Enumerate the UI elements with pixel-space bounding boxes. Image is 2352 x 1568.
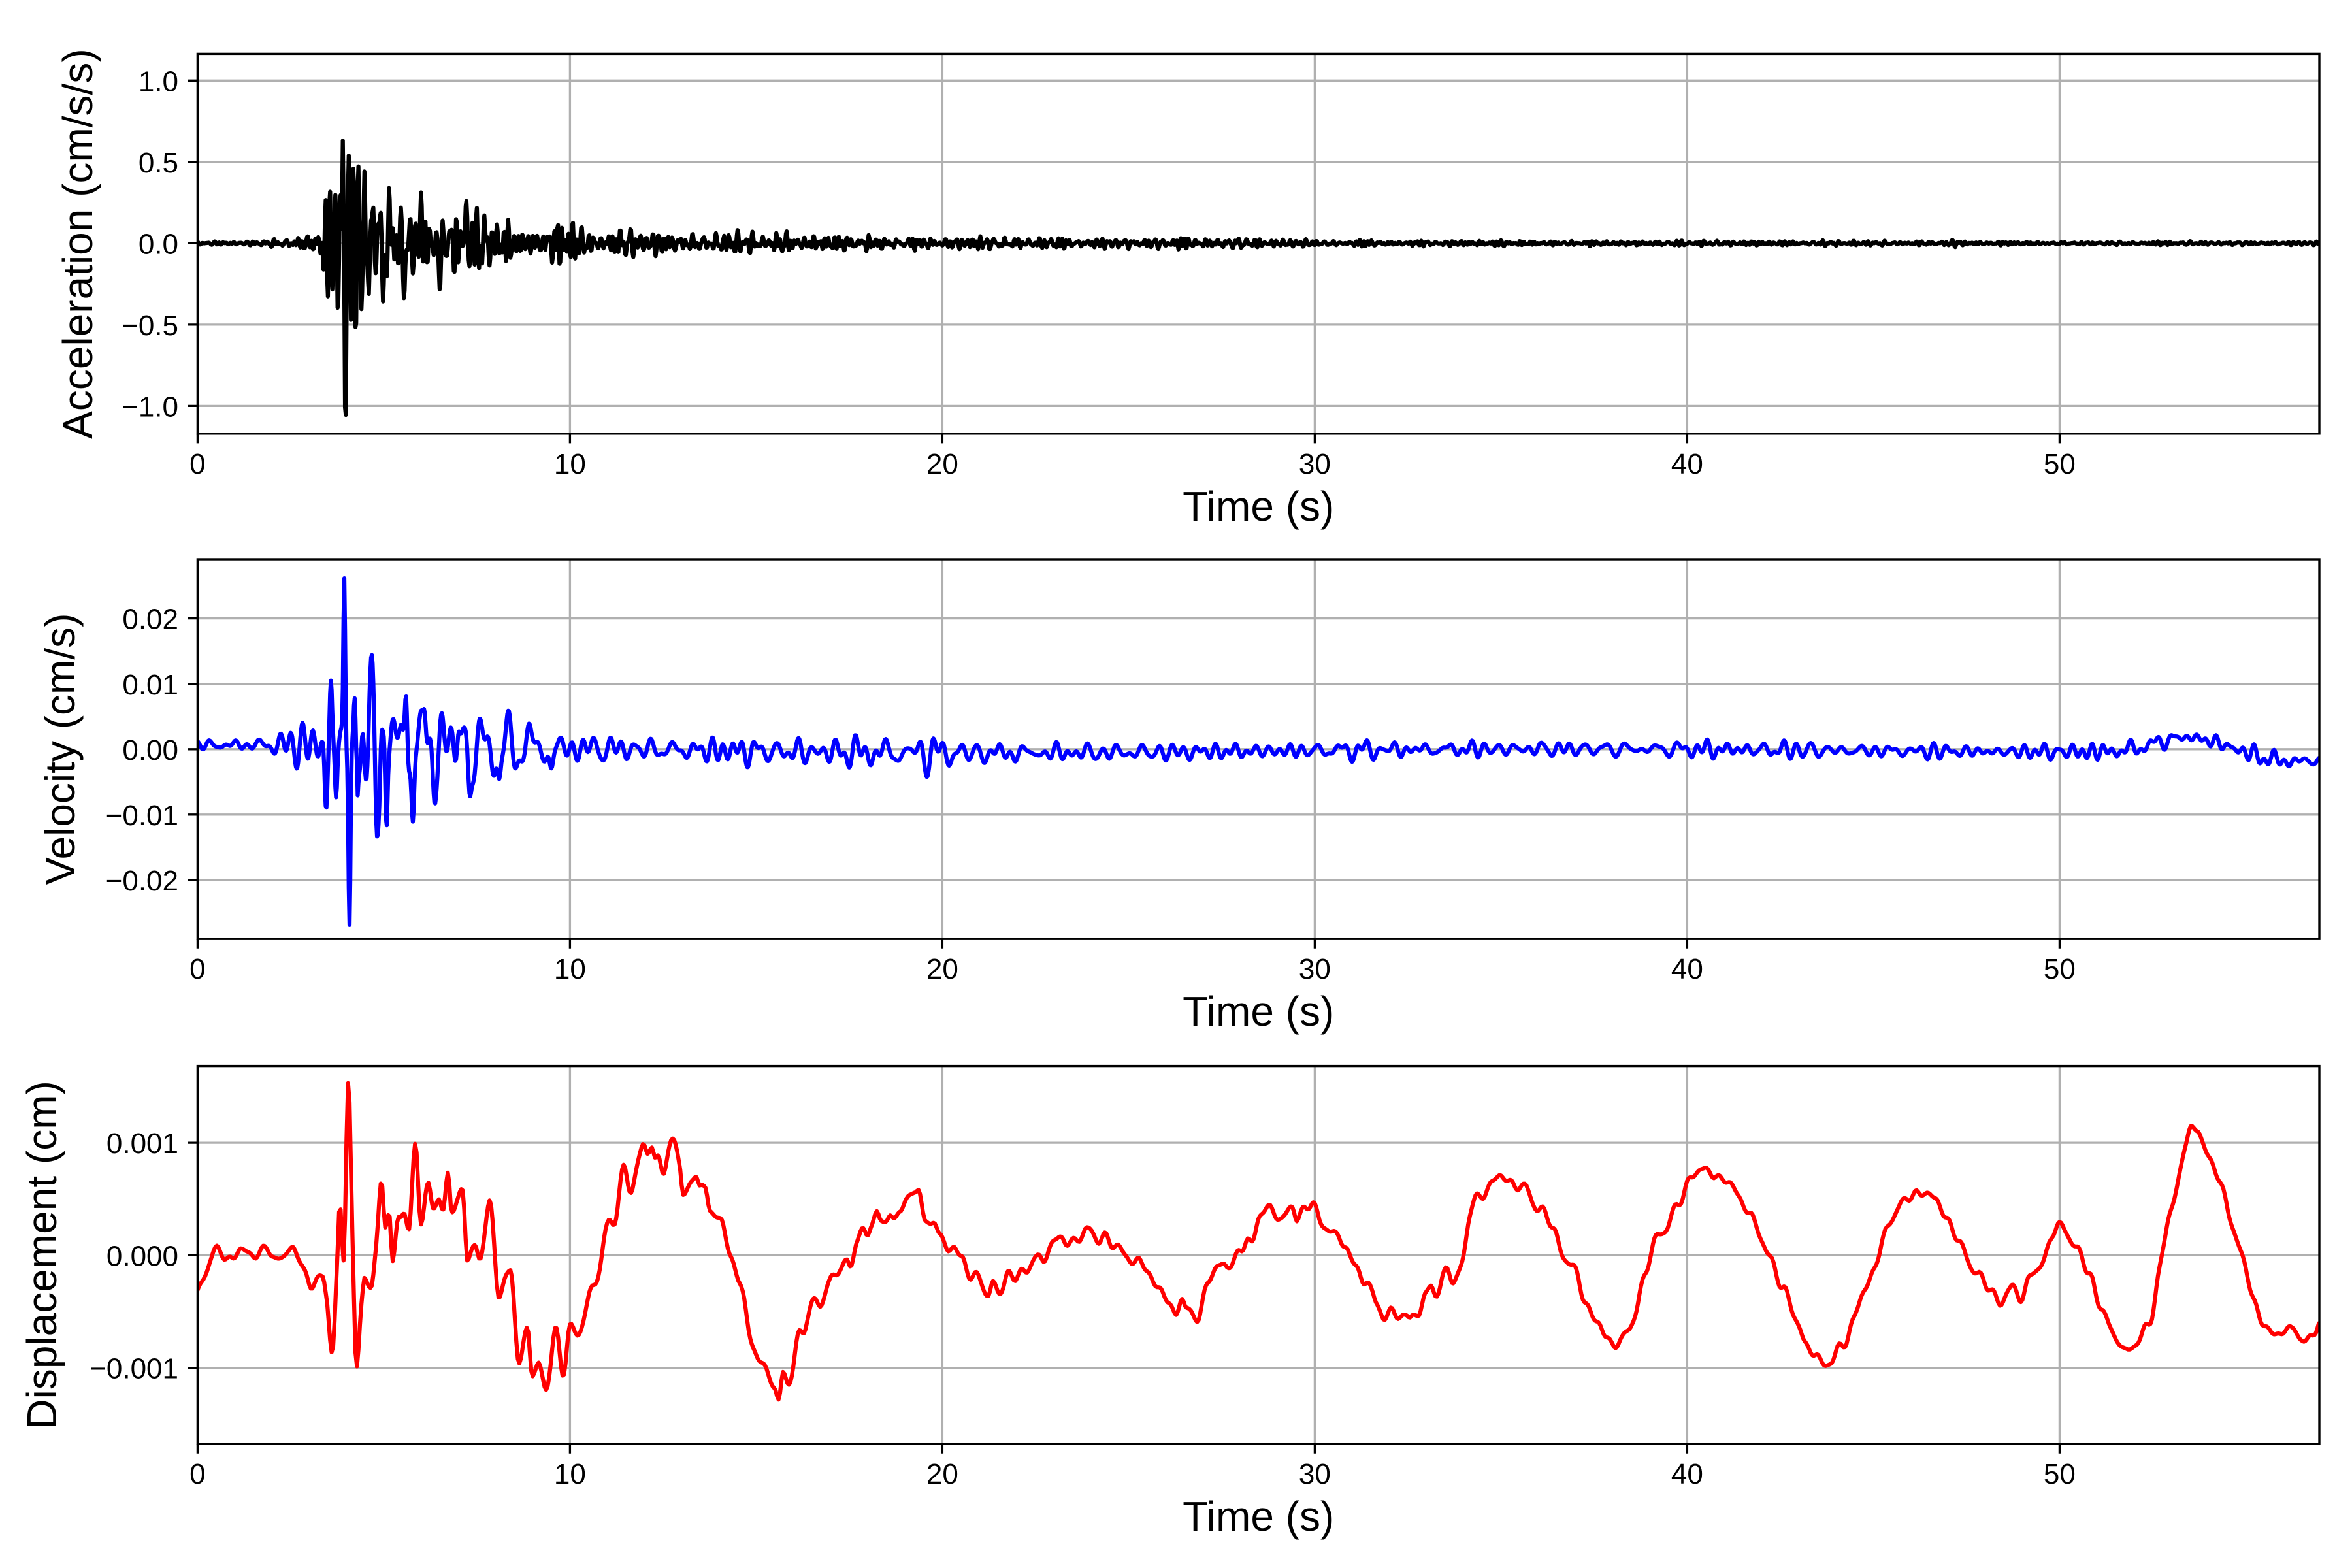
svg-text:Displacement (cm): Displacement (cm)	[18, 1081, 65, 1429]
svg-text:50: 50	[2044, 1458, 2076, 1490]
svg-text:20: 20	[926, 1458, 958, 1490]
svg-text:20: 20	[926, 953, 958, 985]
svg-text:30: 30	[1299, 953, 1331, 985]
svg-text:40: 40	[1671, 1458, 1703, 1490]
svg-text:20: 20	[926, 448, 958, 480]
svg-text:40: 40	[1671, 448, 1703, 480]
svg-text:Time (s): Time (s)	[1183, 483, 1334, 530]
svg-text:0: 0	[189, 448, 205, 480]
svg-text:30: 30	[1299, 1458, 1331, 1490]
svg-text:0.01: 0.01	[122, 669, 178, 701]
svg-text:0.02: 0.02	[122, 604, 178, 636]
svg-text:10: 10	[554, 1458, 586, 1490]
svg-text:1.0: 1.0	[139, 65, 178, 97]
svg-text:Velocity (cm/s): Velocity (cm/s)	[37, 613, 84, 885]
svg-text:50: 50	[2044, 448, 2076, 480]
svg-text:0: 0	[189, 953, 205, 985]
svg-text:−0.02: −0.02	[106, 865, 178, 897]
svg-text:0.00: 0.00	[122, 734, 178, 766]
svg-text:10: 10	[554, 448, 586, 480]
svg-text:50: 50	[2044, 953, 2076, 985]
svg-text:Acceleration (cm/s/s): Acceleration (cm/s/s)	[54, 48, 101, 438]
svg-text:0.0: 0.0	[139, 228, 178, 260]
svg-text:Time (s): Time (s)	[1183, 1493, 1334, 1540]
svg-text:−0.01: −0.01	[106, 800, 178, 832]
svg-text:−1.0: −1.0	[122, 391, 178, 423]
svg-text:Time (s): Time (s)	[1183, 988, 1334, 1035]
svg-text:−0.5: −0.5	[122, 310, 178, 342]
svg-text:0: 0	[189, 1458, 205, 1490]
svg-text:0.5: 0.5	[139, 147, 178, 179]
svg-text:0.001: 0.001	[106, 1128, 178, 1160]
svg-text:0.000: 0.000	[106, 1240, 178, 1272]
svg-text:40: 40	[1671, 953, 1703, 985]
svg-text:30: 30	[1299, 448, 1331, 480]
svg-text:10: 10	[554, 953, 586, 985]
svg-text:−0.001: −0.001	[90, 1353, 178, 1385]
